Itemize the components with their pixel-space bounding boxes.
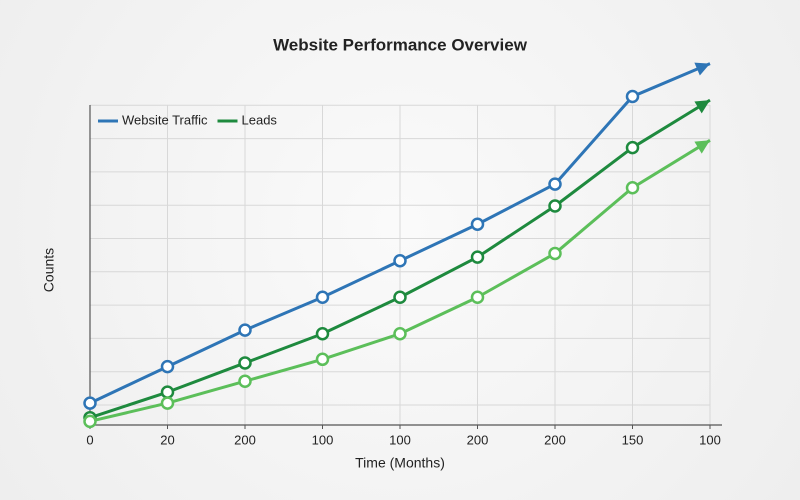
point-marker xyxy=(160,396,175,410)
point-marker xyxy=(548,246,562,261)
arrowhead xyxy=(694,100,710,114)
point-marker xyxy=(83,414,97,429)
point-marker xyxy=(470,217,485,231)
point-marker xyxy=(315,352,330,367)
x-tick-label: 150 xyxy=(622,432,644,447)
point-marker xyxy=(470,290,485,304)
point-marker xyxy=(470,250,485,264)
x-tick-label: 100 xyxy=(699,432,721,447)
x-tick-label: 20 xyxy=(160,432,174,447)
x-tick-label: 100 xyxy=(312,432,334,447)
point-marker xyxy=(83,396,97,410)
legend-label: Website Traffic xyxy=(122,112,208,127)
point-marker xyxy=(393,327,407,341)
point-marker xyxy=(393,290,407,304)
point-marker xyxy=(393,254,407,268)
x-tick-label: 100 xyxy=(389,432,411,447)
x-tick-label: 200 xyxy=(544,432,566,447)
point-marker xyxy=(238,356,252,370)
point-marker xyxy=(548,177,562,191)
point-marker xyxy=(625,181,640,195)
y-axis-label: Counts xyxy=(41,248,57,292)
point-marker xyxy=(315,290,330,304)
arrowhead xyxy=(694,140,710,154)
point-marker xyxy=(160,385,175,399)
legend-label: Leads xyxy=(242,112,278,127)
point-marker xyxy=(160,359,175,374)
point-marker xyxy=(315,327,330,341)
point-marker xyxy=(625,140,640,155)
x-tick-label: 200 xyxy=(234,432,256,447)
arrowhead xyxy=(694,62,710,76)
point-marker xyxy=(625,89,640,104)
x-tick-label: 200 xyxy=(467,432,489,447)
x-axis-label: Time (Months) xyxy=(355,455,445,471)
x-tick-label: 0 xyxy=(86,432,93,447)
chart-title: Website Performance Overview xyxy=(273,35,528,54)
point-marker xyxy=(238,374,252,388)
point-marker xyxy=(238,323,252,337)
point-marker xyxy=(548,199,562,213)
